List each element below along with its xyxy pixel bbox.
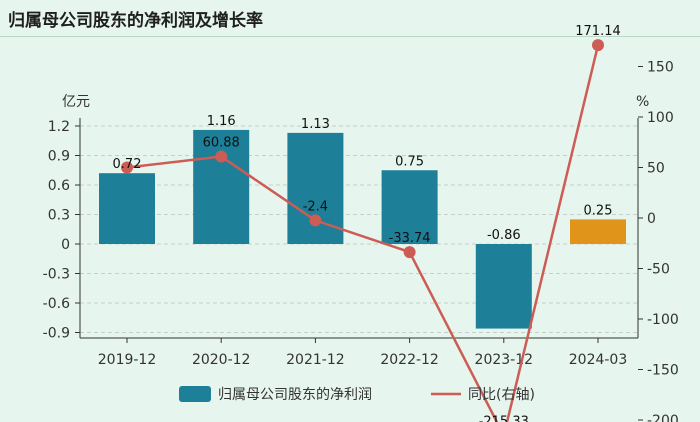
legend-bar-swatch [179,386,211,402]
yoy-line [121,39,604,422]
yoy-value-label: 60.88 [203,136,240,151]
left-tick-label: 0.6 [48,178,70,194]
legend-line-label: 同比(右轴) [468,387,535,403]
left-tick-label: 1.2 [48,119,70,135]
chart-title: 归属母公司股东的净利润及增长率 [8,11,263,31]
bar-value-label: 1.13 [301,117,330,132]
bar [193,129,250,244]
title-divider [0,36,700,37]
yoy-polyline [126,44,600,422]
bars [99,129,626,329]
bar [475,244,532,329]
x-tick-label: 2019-12 [98,352,157,368]
yoy-value-label: -33.74 [389,231,431,246]
grid-lines [80,125,638,333]
bar-value-label: 0.25 [584,203,613,218]
data-labels: 0.72 1.16 1.13 0.75 -0.86 0.25 60.88 -2.4 -33.74… [113,24,621,422]
x-tick-label: 2024-03 [569,352,628,368]
yoy-point [592,39,604,52]
left-tick-label: -0.6 [43,296,70,312]
bar [570,219,626,244]
bar-value-label: 0.72 [113,157,142,172]
bar-value-label: -0.86 [487,228,521,243]
left-tick-label: -0.3 [43,267,70,283]
bar [381,170,438,244]
x-tick-label: 2021-12 [286,352,345,368]
x-tick-label: 2022-12 [380,352,439,368]
right-tick-label: -50 [647,262,670,278]
axes: 1.2 0.9 0.6 0.3 0 -0.3 -0.6 -0.9 150 100 50 0 -50 -10… [43,60,679,422]
legend-bar-label: 归属母公司股东的净利润 [218,386,372,403]
right-tick-label: -150 [647,363,679,379]
left-tick-label: 0 [61,237,70,253]
left-tick-label: -0.9 [43,326,70,342]
yoy-value-label: -2.4 [303,199,328,214]
bar-value-label: 0.75 [395,154,424,169]
yoy-point [403,246,416,259]
x-tick-label: 2020-12 [192,352,251,368]
bar [99,173,155,244]
bar-value-label: 1.16 [207,114,236,129]
x-tick-label: 2023-12 [475,352,534,368]
yoy-value-label: -215.33 [479,414,529,422]
legend: 归属母公司股东的净利润 同比(右轴) [179,386,535,403]
right-axis-unit: % [636,94,649,110]
left-tick-label: 0.3 [48,208,70,224]
right-tick-label: 50 [647,161,665,177]
right-tick-label: 150 [647,60,674,76]
yoy-point [215,150,228,163]
yoy-value-label: 171.14 [575,24,621,39]
right-tick-label: -200 [647,413,679,422]
yoy-point [121,161,133,174]
right-tick-label: -100 [647,312,679,328]
right-tick-label: 100 [647,110,674,126]
left-axis-unit: 亿元 [62,94,90,110]
left-tick-label: 0.9 [48,149,70,165]
yoy-point [309,214,322,227]
right-tick-label: 0 [647,211,656,227]
